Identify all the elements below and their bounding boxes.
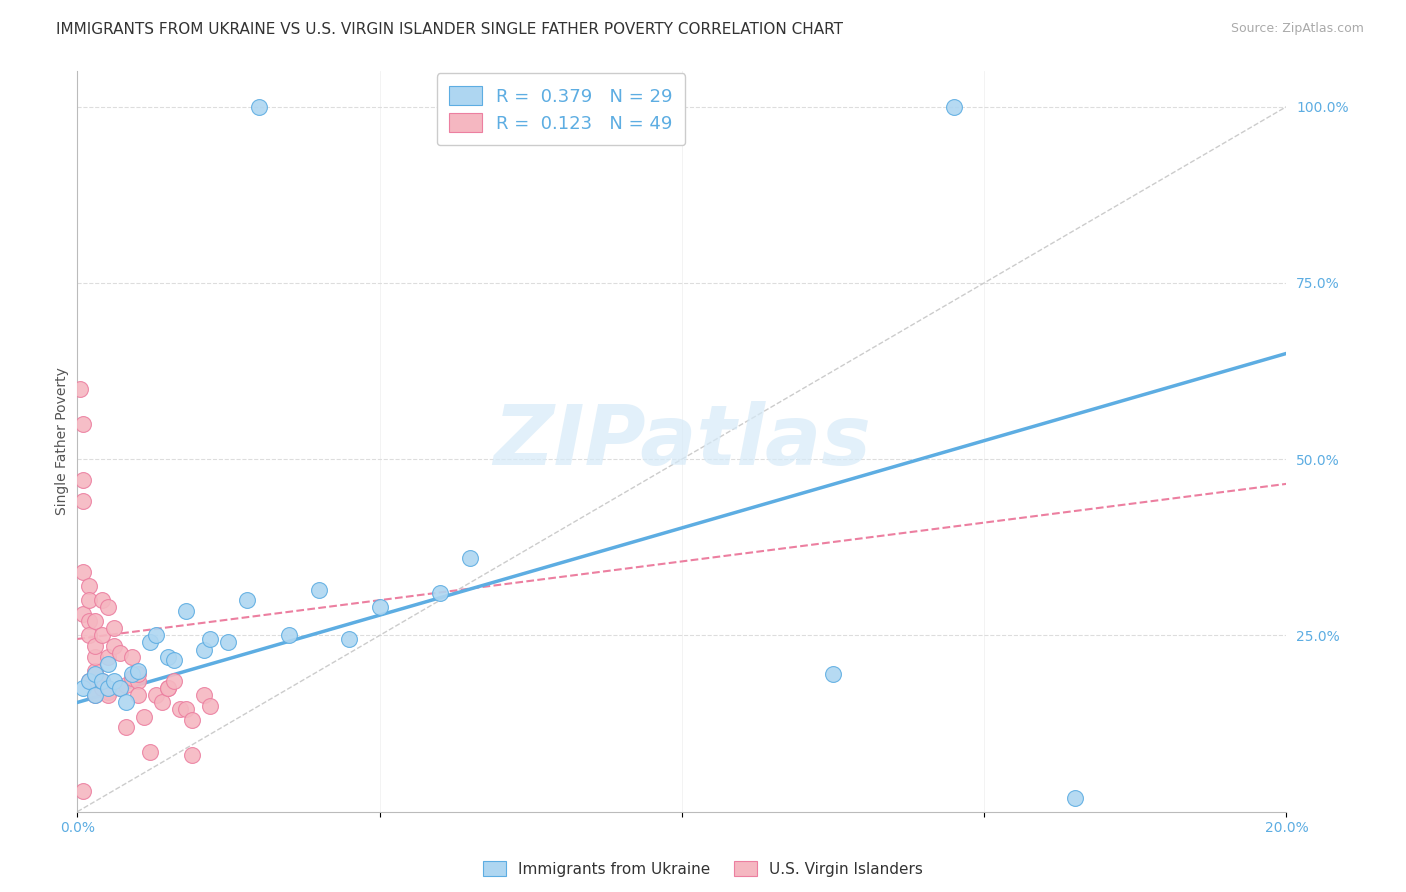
Point: [181, 748, 204, 763]
Point: [174, 604, 197, 618]
Point: [96, 681, 118, 696]
Point: [84, 639, 107, 653]
Point: [132, 709, 155, 723]
Point: [72, 607, 94, 622]
Point: [79, 674, 101, 689]
Point: [90, 674, 112, 689]
Point: [79, 628, 101, 642]
Point: [200, 632, 222, 646]
Point: [163, 653, 186, 667]
Legend: Immigrants from Ukraine, U.S. Virgin Islanders: Immigrants from Ukraine, U.S. Virgin Isl…: [475, 853, 931, 884]
Point: [84, 667, 107, 681]
Point: [121, 667, 143, 681]
Point: [308, 582, 330, 597]
Point: [72, 565, 94, 579]
Point: [72, 473, 94, 487]
Point: [139, 745, 162, 759]
Point: [103, 639, 125, 653]
Y-axis label: Single Father Poverty: Single Father Poverty: [55, 368, 69, 516]
Point: [79, 593, 101, 607]
Point: [84, 664, 107, 678]
Point: [72, 417, 94, 431]
Point: [84, 649, 107, 664]
Point: [127, 667, 149, 681]
Point: [193, 642, 215, 657]
Point: [90, 674, 112, 689]
Point: [163, 674, 186, 689]
Point: [103, 621, 125, 635]
Point: [121, 649, 143, 664]
Point: [90, 681, 112, 696]
Point: [114, 678, 136, 692]
Point: [96, 685, 118, 699]
Point: [72, 681, 94, 696]
Point: [200, 698, 222, 713]
Text: IMMIGRANTS FROM UKRAINE VS U.S. VIRGIN ISLANDER SINGLE FATHER POVERTY CORRELATIO: IMMIGRANTS FROM UKRAINE VS U.S. VIRGIN I…: [56, 22, 844, 37]
Point: [174, 702, 197, 716]
Point: [79, 579, 101, 593]
Point: [84, 615, 107, 629]
Point: [96, 657, 118, 671]
Text: Source: ZipAtlas.com: Source: ZipAtlas.com: [1230, 22, 1364, 36]
Point: [181, 713, 204, 727]
Point: [79, 615, 101, 629]
Point: [127, 664, 149, 678]
Point: [157, 681, 180, 696]
Point: [96, 649, 118, 664]
Point: [103, 674, 125, 689]
Point: [157, 649, 180, 664]
Text: ZIPatlas: ZIPatlas: [494, 401, 870, 482]
Point: [79, 674, 101, 689]
Point: [108, 681, 131, 696]
Point: [72, 494, 94, 508]
Point: [127, 674, 149, 689]
Point: [460, 550, 482, 565]
Point: [72, 783, 94, 797]
Point: [150, 695, 173, 709]
Point: [235, 593, 257, 607]
Point: [127, 689, 149, 703]
Point: [823, 667, 845, 681]
Point: [193, 689, 215, 703]
Point: [90, 593, 112, 607]
Point: [121, 671, 143, 685]
Point: [145, 689, 167, 703]
Point: [429, 586, 451, 600]
Point: [218, 635, 240, 649]
Point: [139, 635, 162, 649]
Point: [84, 689, 107, 703]
Legend: R =  0.379   N = 29, R =  0.123   N = 49: R = 0.379 N = 29, R = 0.123 N = 49: [437, 73, 685, 145]
Point: [90, 628, 112, 642]
Point: [145, 628, 167, 642]
Point: [108, 681, 131, 696]
Point: [169, 702, 191, 716]
Point: [108, 646, 131, 660]
Point: [943, 100, 966, 114]
Point: [114, 720, 136, 734]
Point: [1064, 790, 1087, 805]
Point: [114, 695, 136, 709]
Point: [157, 681, 180, 696]
Point: [278, 628, 301, 642]
Point: [339, 632, 360, 646]
Point: [84, 689, 107, 703]
Point: [96, 600, 118, 615]
Point: [96, 689, 118, 703]
Point: [69, 382, 91, 396]
Point: [247, 100, 270, 114]
Point: [368, 600, 391, 615]
